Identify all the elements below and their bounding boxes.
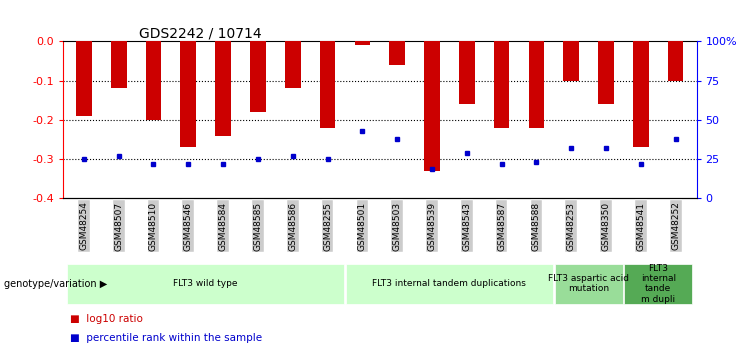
Text: GSM48507: GSM48507 [114,201,123,251]
Bar [598,41,614,104]
Text: GSM48588: GSM48588 [532,201,541,251]
Text: GSM48587: GSM48587 [497,201,506,251]
Bar [563,41,579,81]
FancyBboxPatch shape [554,264,622,304]
Text: FLT3 wild type: FLT3 wild type [173,279,238,288]
Bar [285,41,301,89]
Text: GDS2242 / 10714: GDS2242 / 10714 [139,26,262,40]
Bar [494,41,509,128]
Bar [633,41,648,147]
Text: GSM48539: GSM48539 [428,201,436,251]
Bar [76,41,92,116]
Bar [250,41,266,112]
Text: GSM48510: GSM48510 [149,201,158,251]
Text: GSM48501: GSM48501 [358,201,367,251]
Text: GSM48254: GSM48254 [79,201,88,250]
Text: GSM48584: GSM48584 [219,201,227,250]
Text: ■  log10 ratio: ■ log10 ratio [70,314,143,324]
Text: GSM48252: GSM48252 [671,201,680,250]
Bar [146,41,162,120]
Bar [424,41,440,171]
Text: GSM48350: GSM48350 [602,201,611,251]
Text: FLT3 aspartic acid
mutation: FLT3 aspartic acid mutation [548,274,629,294]
Text: FLT3
internal
tande
m dupli: FLT3 internal tande m dupli [641,264,676,304]
Text: genotype/variation ▶: genotype/variation ▶ [4,279,107,289]
FancyBboxPatch shape [67,264,345,304]
Bar [111,41,127,89]
Text: GSM48585: GSM48585 [253,201,262,251]
Bar [459,41,475,104]
Bar [528,41,544,128]
Text: GSM48253: GSM48253 [567,201,576,250]
FancyBboxPatch shape [624,264,692,304]
Bar [181,41,196,147]
Text: GSM48255: GSM48255 [323,201,332,250]
Text: GSM48586: GSM48586 [288,201,297,251]
FancyBboxPatch shape [345,264,553,304]
Text: GSM48546: GSM48546 [184,201,193,250]
Text: GSM48503: GSM48503 [393,201,402,251]
Text: GSM48541: GSM48541 [637,201,645,250]
Bar [319,41,336,128]
Bar [216,41,231,136]
Text: ■  percentile rank within the sample: ■ percentile rank within the sample [70,333,262,343]
Bar [389,41,405,65]
Text: FLT3 internal tandem duplications: FLT3 internal tandem duplications [373,279,526,288]
Bar [354,41,370,45]
Bar [668,41,683,81]
Text: GSM48543: GSM48543 [462,201,471,250]
